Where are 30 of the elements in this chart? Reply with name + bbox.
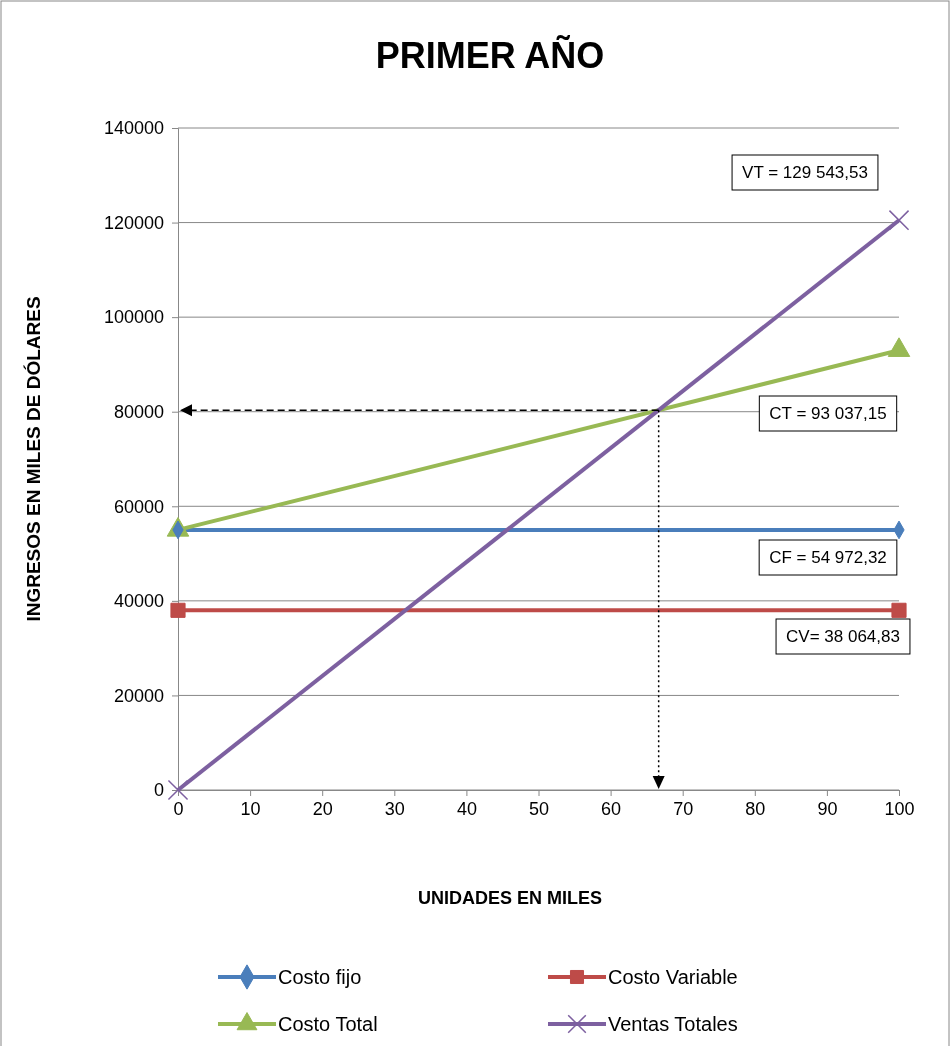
x-tick-label: 30 [384,798,405,819]
x-tick-label: 50 [528,798,550,819]
annotation: CF = 54 972,32 [769,548,887,567]
y-tick-label: 140000 [103,118,164,139]
x-axis-title: UNIDADES EN MILES [417,888,603,908]
y-tick-label: 20000 [113,685,164,706]
x-tick-label: 40 [456,798,477,819]
x-tick-label: 70 [673,798,694,819]
x-tick-label: 10 [240,798,261,819]
x-tick-label: 80 [745,798,766,819]
y-tick-label: 100000 [103,307,164,328]
y-tick-label: 120000 [103,212,164,233]
x-tick-label: 90 [817,798,838,819]
chart-title: PRIMER AÑO [375,34,605,76]
annotation: CV= 38 064,83 [786,627,900,646]
x-tick-label: 0 [173,798,184,819]
legend-label: Costo Variable [608,966,738,988]
legend-label: Costo Total [278,1013,378,1035]
y-tick-label: 0 [153,780,164,801]
x-tick-label: 20 [312,798,333,819]
legend-label: Ventas Totales [608,1013,738,1035]
annotation: CT = 93 037,15 [769,404,887,423]
x-tick-label: 60 [601,798,622,819]
y-tick-label: 40000 [113,591,164,612]
x-tick-label: 100 [884,798,915,819]
y-tick-label: 60000 [113,496,164,517]
y-tick-label: 80000 [113,401,164,422]
y-axis-title: INGRESOS EN MILES DE DÓLARES [23,296,44,622]
legend-label: Costo fijo [278,966,362,988]
annotation: VT = 129 543,53 [742,163,868,182]
